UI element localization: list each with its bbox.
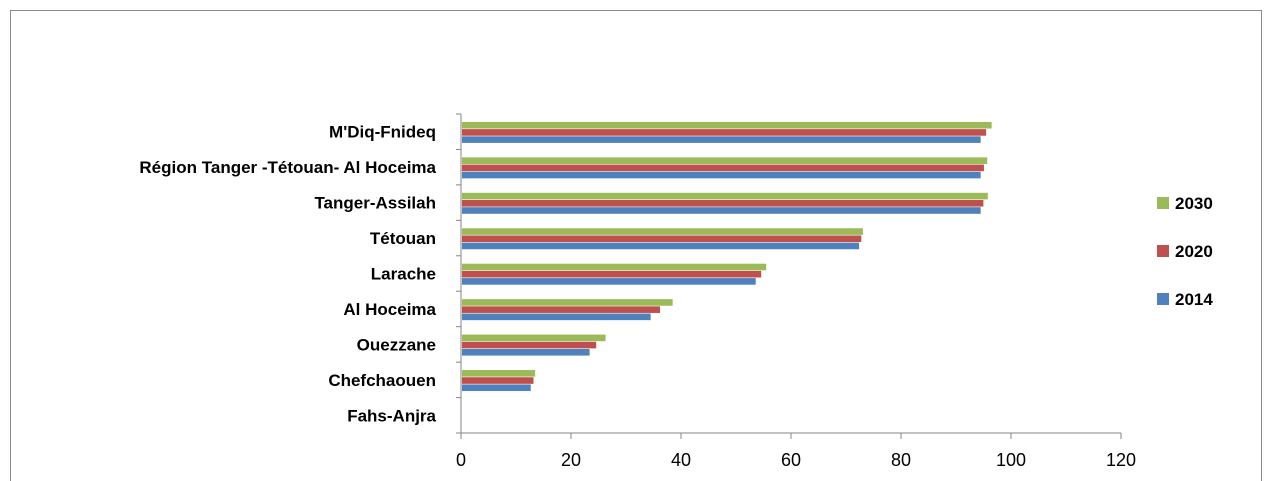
bar bbox=[462, 263, 767, 271]
x-tick-label: 120 bbox=[1106, 450, 1136, 470]
bar bbox=[462, 235, 862, 243]
bar bbox=[462, 200, 984, 207]
category-label: Tanger-Assilah bbox=[314, 194, 436, 213]
x-tick-label: 60 bbox=[781, 450, 801, 470]
bar bbox=[462, 334, 606, 342]
legend-swatch bbox=[1157, 197, 1169, 209]
x-tick-label: 40 bbox=[671, 450, 691, 470]
x-tick-label: 20 bbox=[561, 450, 581, 470]
bar bbox=[462, 306, 660, 313]
category-label: M'Diq-Fnideq bbox=[329, 123, 436, 142]
bar bbox=[462, 384, 531, 392]
bar bbox=[462, 278, 756, 285]
category-label: Larache bbox=[371, 265, 436, 284]
legend: 2030 2020 2014 bbox=[1157, 194, 1213, 309]
bar bbox=[462, 341, 597, 349]
bar bbox=[462, 157, 988, 164]
bar bbox=[462, 207, 981, 214]
bar bbox=[462, 121, 992, 129]
legend-label: 2030 bbox=[1175, 194, 1213, 213]
bar bbox=[462, 370, 536, 377]
legend-label: 2020 bbox=[1175, 242, 1213, 261]
legend-label: 2014 bbox=[1175, 290, 1213, 309]
bar bbox=[462, 164, 984, 172]
bar bbox=[462, 299, 673, 306]
bar bbox=[462, 129, 987, 136]
category-label: Région Tanger -Tétouan- Al Hoceima bbox=[139, 158, 436, 177]
category-label: Tétouan bbox=[370, 229, 436, 248]
bar bbox=[462, 228, 863, 235]
category-label: Fahs-Anjra bbox=[347, 406, 436, 425]
bar bbox=[462, 313, 651, 321]
category-label: Chefchaouen bbox=[328, 371, 436, 390]
x-tick-label: 100 bbox=[996, 450, 1026, 470]
axes: 0 20 40 60 80 100 120 bbox=[456, 113, 1136, 470]
bar bbox=[462, 192, 988, 200]
category-label: Al Hoceima bbox=[343, 300, 436, 319]
bar bbox=[462, 348, 590, 356]
bar bbox=[462, 171, 981, 179]
x-tick-label: 0 bbox=[456, 450, 466, 470]
bars bbox=[462, 121, 992, 392]
legend-swatch bbox=[1157, 293, 1169, 305]
legend-swatch bbox=[1157, 245, 1169, 257]
category-labels: M'Diq-Fnideq Région Tanger -Tétouan- Al H… bbox=[139, 123, 436, 426]
x-tick-label: 80 bbox=[891, 450, 911, 470]
bar bbox=[462, 242, 860, 250]
bar bbox=[462, 270, 762, 278]
bar bbox=[462, 377, 534, 384]
category-label: Ouezzane bbox=[357, 335, 436, 354]
bar bbox=[462, 136, 981, 143]
